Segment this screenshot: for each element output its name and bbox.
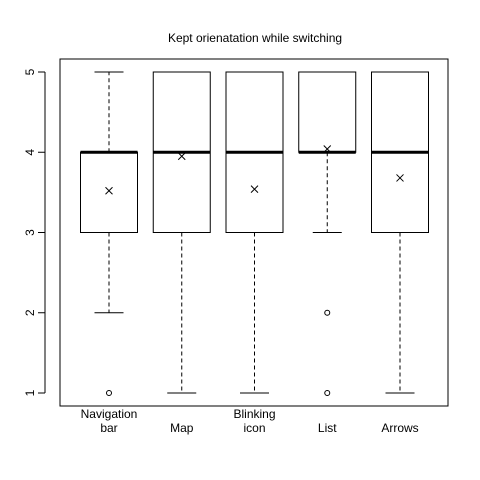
x-tick-label-line: Arrows: [381, 421, 418, 435]
mean-marker-stroke: [105, 186, 113, 195]
chart-title: Kept orienatation while switching: [168, 31, 342, 45]
box-2: [152, 71, 211, 394]
mean-marker-stroke: [250, 185, 259, 194]
x-tick-label: Navigation bar: [81, 407, 138, 435]
mean-marker: [250, 185, 259, 194]
x-tick-label-line: Map: [170, 421, 194, 435]
mean-marker: [105, 186, 113, 195]
outlier-point: [324, 309, 331, 316]
boxes-group: [80, 71, 429, 396]
x-tick-label-line: Blinking: [233, 407, 275, 421]
x-tick-label-line: bar: [100, 421, 117, 435]
x-tick-label: Arrows: [381, 421, 418, 435]
y-tick-label: 3: [23, 229, 37, 236]
y-tick-label: 2: [23, 309, 37, 316]
mean-marker: [177, 152, 186, 161]
mean-marker-stroke: [323, 145, 332, 153]
y-axis: 1 2 3 4 5: [23, 68, 45, 396]
plot-frame: [59, 58, 449, 407]
x-tick-label: List: [318, 421, 337, 435]
mean-marker: [323, 145, 332, 153]
x-tick-label-line: List: [318, 421, 337, 435]
y-tick-label: 5: [23, 68, 37, 75]
box-3: [225, 71, 284, 394]
box-5: [371, 71, 429, 394]
mean-marker-stroke: [396, 174, 404, 182]
x-tick-label-line: icon: [243, 421, 265, 435]
outlier-point: [324, 390, 331, 396]
box-iqr: [80, 151, 138, 233]
x-tick-label-line: Navigation: [81, 407, 138, 421]
box-iqr: [298, 71, 357, 153]
y-tick-label: 1: [23, 389, 37, 396]
y-tick-label: 4: [23, 149, 37, 156]
x-axis-labels: Navigation bar Map Blinking icon List Arrows: [81, 407, 419, 435]
box-4: [298, 71, 357, 396]
x-tick-label: Blinking icon: [233, 407, 275, 435]
mean-marker: [396, 174, 404, 182]
outlier-point: [106, 390, 112, 396]
mean-marker-stroke: [177, 152, 186, 161]
x-tick-label: Map: [170, 421, 194, 435]
box-1: [80, 71, 138, 396]
